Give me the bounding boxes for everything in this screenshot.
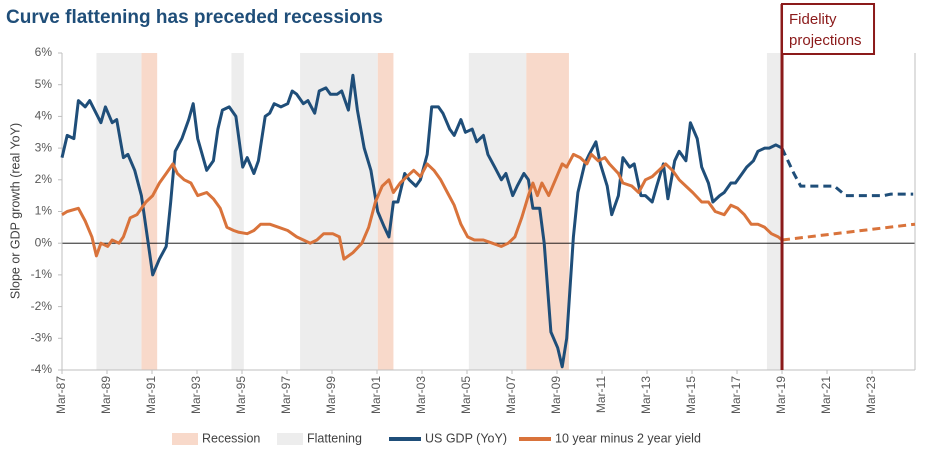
legend-label: Recession	[202, 431, 260, 445]
x-tick-label: Mar-19	[774, 376, 788, 414]
shaded-region	[377, 53, 394, 370]
annotation-text: projections	[789, 32, 862, 49]
x-tick-label: Mar-95	[234, 376, 248, 414]
annotation-text: Fidelity	[789, 11, 837, 28]
projection-line	[780, 147, 914, 198]
x-tick-label: Mar-07	[504, 376, 518, 414]
data-line	[61, 152, 783, 261]
y-tick-label: -3%	[31, 330, 53, 344]
legend-label: 10 year minus 2 year yield	[555, 431, 701, 445]
shaded-region	[231, 53, 244, 370]
shaded-region	[96, 53, 142, 370]
legend-swatch	[172, 433, 198, 445]
x-tick-label: Mar-87	[54, 376, 68, 414]
y-tick-label: -1%	[31, 267, 53, 281]
x-tick-label: Mar-05	[459, 376, 473, 414]
x-tick-label: Mar-13	[639, 376, 653, 414]
shaded-region	[300, 53, 378, 370]
x-tick-label: Mar-01	[369, 376, 383, 414]
x-tick-label: Mar-99	[324, 376, 338, 414]
x-tick-label: Mar-93	[189, 376, 203, 414]
x-tick-label: Mar-23	[864, 376, 878, 414]
x-tick-label: Mar-17	[729, 376, 743, 414]
data-line	[60, 73, 783, 369]
y-tick-label: 1%	[35, 204, 53, 218]
y-tick-label: 0%	[35, 235, 53, 249]
y-tick-label: 4%	[35, 109, 53, 123]
chart-title: Curve flattening has preceded recessions	[6, 7, 383, 28]
y-tick-label: 3%	[35, 140, 53, 154]
projection-line	[781, 222, 916, 242]
x-tick-label: Mar-11	[594, 376, 608, 413]
shaded-region	[141, 53, 158, 370]
y-tick-label: 2%	[35, 172, 53, 186]
y-tick-label: -2%	[31, 299, 53, 313]
annotation-box	[781, 3, 876, 55]
x-tick-label: Mar-15	[684, 376, 698, 414]
shaded-region	[766, 53, 783, 370]
legend-label: US GDP (YoY)	[425, 431, 507, 445]
x-tick-label: Mar-89	[99, 376, 113, 414]
y-axis-label: Slope or GDP growth (real YoY)	[8, 123, 22, 299]
y-tick-label: 6%	[35, 45, 53, 59]
legend-swatch	[277, 433, 303, 445]
y-tick-label: 5%	[35, 77, 53, 91]
x-tick-label: Mar-97	[279, 376, 293, 414]
y-tick-label: -4%	[31, 362, 53, 376]
x-tick-label: Mar-91	[144, 376, 158, 414]
x-tick-label: Mar-09	[549, 376, 563, 414]
shaded-region	[526, 53, 569, 370]
x-tick-label: Mar-21	[819, 376, 833, 414]
shaded-region	[468, 53, 527, 370]
x-tick-label: Mar-03	[414, 376, 428, 414]
legend-label: Flattening	[307, 431, 362, 445]
